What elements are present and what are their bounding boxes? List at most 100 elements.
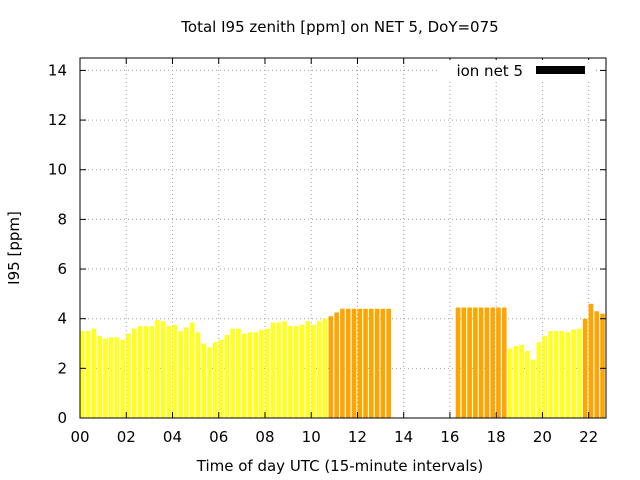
bar-normal: [103, 338, 108, 418]
bar-normal: [97, 336, 102, 418]
bar-normal: [253, 332, 259, 418]
bar-normal: [137, 326, 143, 418]
bar-normal: [91, 328, 97, 418]
bar-elevated: [490, 307, 496, 418]
bar-normal: [264, 328, 270, 418]
bar-elevated: [386, 308, 391, 418]
bar-normal: [559, 331, 565, 418]
bar-elevated: [334, 312, 339, 418]
legend: ion net 5: [440, 60, 596, 82]
x-tick-label: 06: [209, 428, 228, 446]
bar-normal: [126, 333, 131, 418]
bar-elevated: [484, 307, 490, 418]
bar-elevated: [496, 307, 501, 418]
x-tick-label: 08: [255, 428, 274, 446]
bar-normal: [189, 322, 195, 418]
bar-elevated: [600, 313, 605, 418]
bar-normal: [241, 333, 247, 418]
bar-normal: [276, 322, 282, 418]
bar-normal: [571, 329, 576, 418]
bar-normal: [178, 331, 183, 418]
bar-normal: [160, 321, 166, 418]
bar-normal: [565, 332, 571, 418]
bar-normal: [85, 331, 91, 418]
bar-normal: [247, 332, 253, 418]
bar-elevated: [369, 308, 374, 418]
bar-normal: [108, 337, 114, 418]
bar-normal: [143, 326, 149, 418]
bar-elevated: [473, 307, 478, 418]
bar-elevated: [461, 307, 467, 418]
y-tick-label: 10: [48, 161, 67, 179]
x-axis-label: Time of day UTC (15-minute intervals): [196, 457, 483, 475]
x-tick-label: 20: [533, 428, 552, 446]
bar-normal: [120, 339, 126, 418]
y-tick-label: 12: [48, 111, 67, 129]
bar-normal: [184, 327, 189, 418]
bar-normal: [536, 342, 542, 418]
bar-normal: [513, 346, 519, 418]
bar-normal: [530, 359, 536, 418]
bar-normal: [293, 326, 299, 418]
plot-frame: [79, 57, 607, 419]
bar-normal: [172, 324, 178, 418]
bar-normal: [259, 329, 264, 418]
x-tick-label: 18: [487, 428, 506, 446]
y-tick-label: 0: [57, 409, 67, 427]
legend-swatch: [536, 66, 585, 74]
y-axis-label: I95 [ppm]: [5, 211, 23, 285]
bar-normal: [525, 350, 530, 418]
y-tick-label: 4: [57, 310, 67, 328]
bar-normal: [132, 328, 137, 418]
bar-normal: [224, 334, 230, 418]
bar-normal: [80, 331, 85, 418]
bar-normal: [282, 321, 287, 418]
chart-title: Total I95 zenith [ppm] on NET 5, DoY=075: [180, 18, 498, 36]
bar-normal: [288, 326, 293, 418]
bar-elevated: [328, 316, 334, 418]
bar-normal: [166, 326, 172, 418]
bar-normal: [149, 326, 154, 418]
y-tick-label: 8: [57, 210, 67, 228]
bar-elevated: [345, 308, 351, 418]
bar-normal: [542, 336, 548, 418]
legend-background: [440, 60, 596, 82]
bar-normal: [207, 347, 212, 418]
bar-elevated: [588, 303, 594, 418]
bar-normal: [305, 321, 311, 418]
bar-normal: [553, 331, 559, 418]
bar-elevated: [467, 307, 472, 418]
bar-normal: [155, 319, 160, 418]
bar-normal: [311, 324, 316, 418]
x-tick-label: 10: [302, 428, 321, 446]
bar-elevated: [594, 311, 600, 418]
x-tick-label: 00: [70, 428, 89, 446]
bar-normal: [230, 328, 235, 418]
x-tick-label: 22: [579, 428, 598, 446]
bar-elevated: [357, 308, 363, 418]
bar-normal: [577, 328, 582, 418]
x-tick-label: 16: [440, 428, 459, 446]
ticks: [79, 58, 606, 419]
legend-label: ion net 5: [456, 62, 523, 80]
bar-normal: [218, 339, 224, 418]
x-tick-label: 14: [394, 428, 413, 446]
bar-elevated: [478, 307, 484, 418]
bar-elevated: [455, 307, 461, 418]
y-tick-label: 6: [57, 260, 67, 278]
x-tick-label: 12: [348, 428, 367, 446]
bar-normal: [212, 342, 218, 418]
bars: [80, 303, 605, 418]
bar-normal: [270, 322, 276, 418]
bar-normal: [507, 348, 513, 418]
bar-elevated: [582, 318, 588, 418]
bar-normal: [548, 331, 553, 418]
bar-normal: [201, 343, 207, 418]
bar-normal: [236, 328, 241, 418]
bar-normal: [195, 332, 201, 418]
bar-elevated: [501, 307, 507, 418]
bar-elevated: [363, 308, 368, 418]
bar-normal: [322, 318, 328, 418]
bar-normal: [114, 337, 120, 418]
